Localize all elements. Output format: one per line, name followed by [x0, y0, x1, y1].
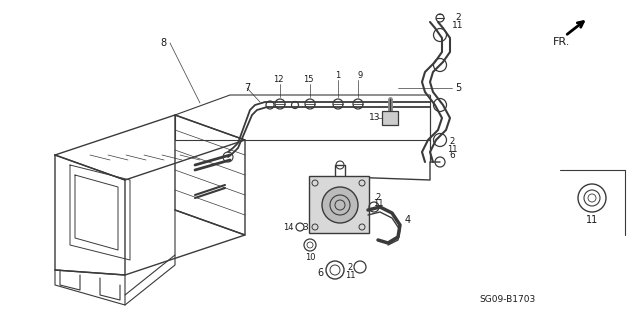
- Text: 2: 2: [455, 13, 461, 23]
- Text: 12: 12: [273, 76, 284, 85]
- Circle shape: [322, 187, 358, 223]
- Text: 15: 15: [303, 76, 313, 85]
- Text: FR.: FR.: [554, 37, 571, 47]
- Text: 6: 6: [449, 151, 455, 160]
- Text: 13: 13: [369, 114, 381, 122]
- Bar: [382, 111, 398, 125]
- FancyBboxPatch shape: [309, 176, 369, 233]
- Text: 2: 2: [348, 263, 353, 271]
- Text: 1: 1: [335, 71, 340, 80]
- Text: 2: 2: [449, 137, 454, 146]
- Text: 3: 3: [302, 222, 308, 232]
- Text: 11: 11: [345, 271, 355, 279]
- Text: 11: 11: [586, 215, 598, 225]
- Text: 4: 4: [405, 215, 411, 225]
- Text: 8: 8: [160, 38, 166, 48]
- Text: 11: 11: [372, 199, 383, 209]
- Text: 11: 11: [447, 145, 457, 154]
- Text: 2: 2: [376, 192, 381, 202]
- Text: 14: 14: [283, 222, 293, 232]
- Text: 7: 7: [244, 83, 250, 93]
- Text: 10: 10: [305, 253, 316, 262]
- Text: 11: 11: [452, 21, 464, 31]
- Text: 9: 9: [357, 71, 363, 80]
- Text: 5: 5: [455, 83, 461, 93]
- Text: 6: 6: [317, 268, 323, 278]
- Text: SG09-B1703: SG09-B1703: [480, 295, 536, 305]
